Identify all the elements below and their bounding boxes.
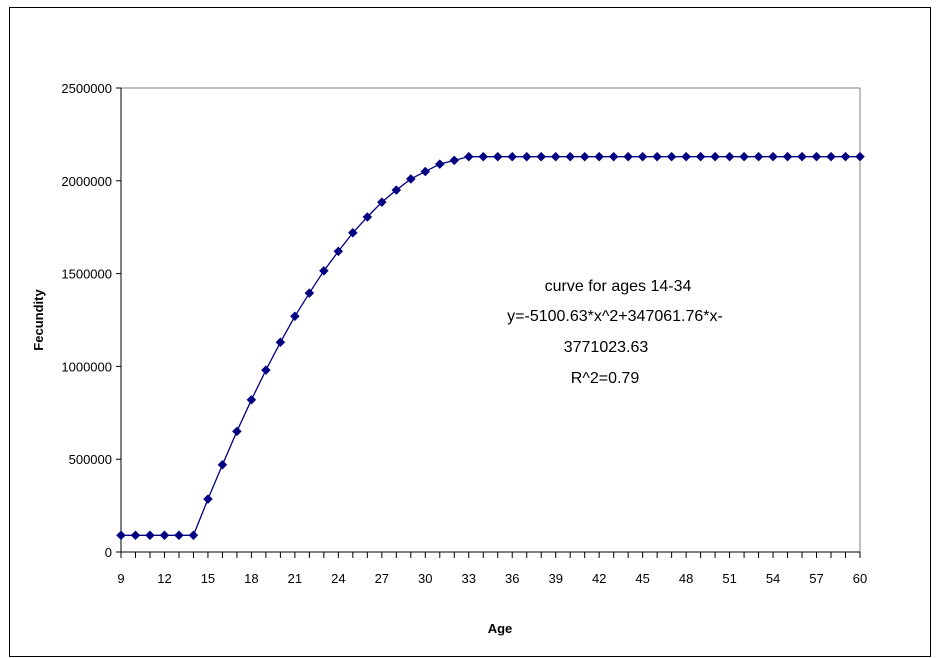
data-point-marker (449, 155, 460, 166)
x-tick-label: 39 (548, 571, 562, 586)
data-point-marker (261, 365, 271, 375)
data-point-marker (594, 151, 605, 162)
data-point-marker (739, 151, 749, 162)
data-point-marker (203, 494, 213, 504)
data-point-marker (420, 166, 431, 177)
data-point-marker (463, 151, 474, 162)
x-tick-label: 57 (809, 571, 823, 586)
data-point-marker (333, 246, 344, 257)
data-point-marker (478, 151, 489, 162)
data-point-marker (507, 151, 518, 162)
x-axis-title: Age (488, 621, 513, 636)
data-point-marker (174, 530, 184, 541)
chart-frame (9, 7, 931, 657)
data-point-marker (319, 265, 329, 276)
data-point-marker (623, 151, 634, 162)
data-point-marker (710, 151, 720, 162)
data-point-marker (521, 151, 532, 162)
data-point-marker (608, 151, 619, 162)
data-point-marker (246, 394, 257, 405)
x-tick-label: 24 (331, 571, 345, 586)
data-point-marker (492, 151, 503, 162)
x-tick-label: 18 (244, 571, 258, 586)
annotation-line-1: curve for ages 14-34 (545, 278, 692, 295)
data-point-marker (130, 530, 141, 541)
y-tick-label: 1500000 (61, 267, 112, 282)
x-tick-label: 48 (679, 571, 693, 586)
data-point-marker (753, 151, 764, 162)
x-tick-label: 54 (766, 571, 780, 586)
x-tick-label: 30 (418, 571, 432, 586)
fit-annotation: curve for ages 14-34 y=-5100.63*x^2+3470… (507, 278, 723, 387)
y-tick-label: 1000000 (61, 359, 112, 374)
data-point-marker (376, 197, 387, 207)
x-tick-label: 60 (853, 571, 867, 586)
data-point-marker (362, 212, 373, 222)
data-point-marker (855, 151, 865, 162)
data-point-marker (304, 288, 315, 298)
data-point-marker (232, 426, 242, 437)
x-axis-ticks: 9 12 15 18 21 24 27 30 33 36 39 42 45 48 51 54 57 60 (117, 552, 867, 586)
data-point-marker (145, 530, 155, 541)
annotation-line-3: 3771023.63 (564, 339, 649, 356)
plot-border (120, 87, 861, 553)
y-tick-label: 500000 (69, 452, 112, 467)
y-tick-label: 0 (105, 545, 112, 560)
data-point-marker (434, 159, 445, 169)
annotation-line-2: y=-5100.63*x^2+347061.76*x- (507, 308, 723, 325)
x-tick-label: 33 (462, 571, 476, 586)
data-point-marker (290, 311, 300, 322)
data-point-marker (782, 151, 793, 162)
data-point-marker (579, 151, 590, 162)
x-tick-label: 27 (375, 571, 389, 586)
x-tick-label: 15 (201, 571, 215, 586)
data-point-marker (811, 151, 822, 162)
x-tick-label: 12 (157, 571, 171, 586)
y-tick-label: 2500000 (61, 81, 112, 96)
data-point-marker (797, 151, 807, 162)
data-point-marker (768, 151, 778, 162)
y-axis-ticks: 0 500000 1000000 1500000 2000000 2500000 (61, 81, 121, 560)
data-point-marker (347, 227, 358, 238)
x-tick-label: 9 (117, 571, 124, 586)
series-line (121, 156, 860, 536)
data-point-marker (159, 530, 170, 541)
data-point-marker (391, 185, 402, 195)
x-tick-label: 51 (722, 571, 736, 586)
data-point-marker (826, 151, 836, 162)
y-axis-title: Fecundity (31, 289, 46, 351)
x-tick-label: 45 (635, 571, 649, 586)
data-point-marker (405, 174, 416, 184)
data-point-marker (666, 151, 677, 162)
data-point-marker (536, 151, 547, 162)
plot-area (120, 87, 861, 553)
data-point-marker (565, 151, 576, 162)
data-point-marker (275, 337, 286, 348)
data-point-marker (550, 151, 561, 162)
data-point-marker (681, 151, 691, 162)
data-point-marker (217, 459, 228, 470)
data-point-marker (116, 530, 126, 541)
data-point-marker (840, 151, 851, 162)
x-tick-label: 21 (288, 571, 302, 586)
data-point-marker (695, 151, 706, 162)
x-tick-label: 42 (592, 571, 606, 586)
series-layer (116, 151, 865, 541)
x-tick-label: 36 (505, 571, 519, 586)
data-point-marker (637, 151, 648, 162)
data-point-marker (724, 151, 735, 162)
y-tick-label: 2000000 (61, 174, 112, 189)
annotation-line-4: R^2=0.79 (571, 370, 640, 387)
data-point-marker (188, 530, 199, 541)
data-point-marker (652, 151, 662, 162)
